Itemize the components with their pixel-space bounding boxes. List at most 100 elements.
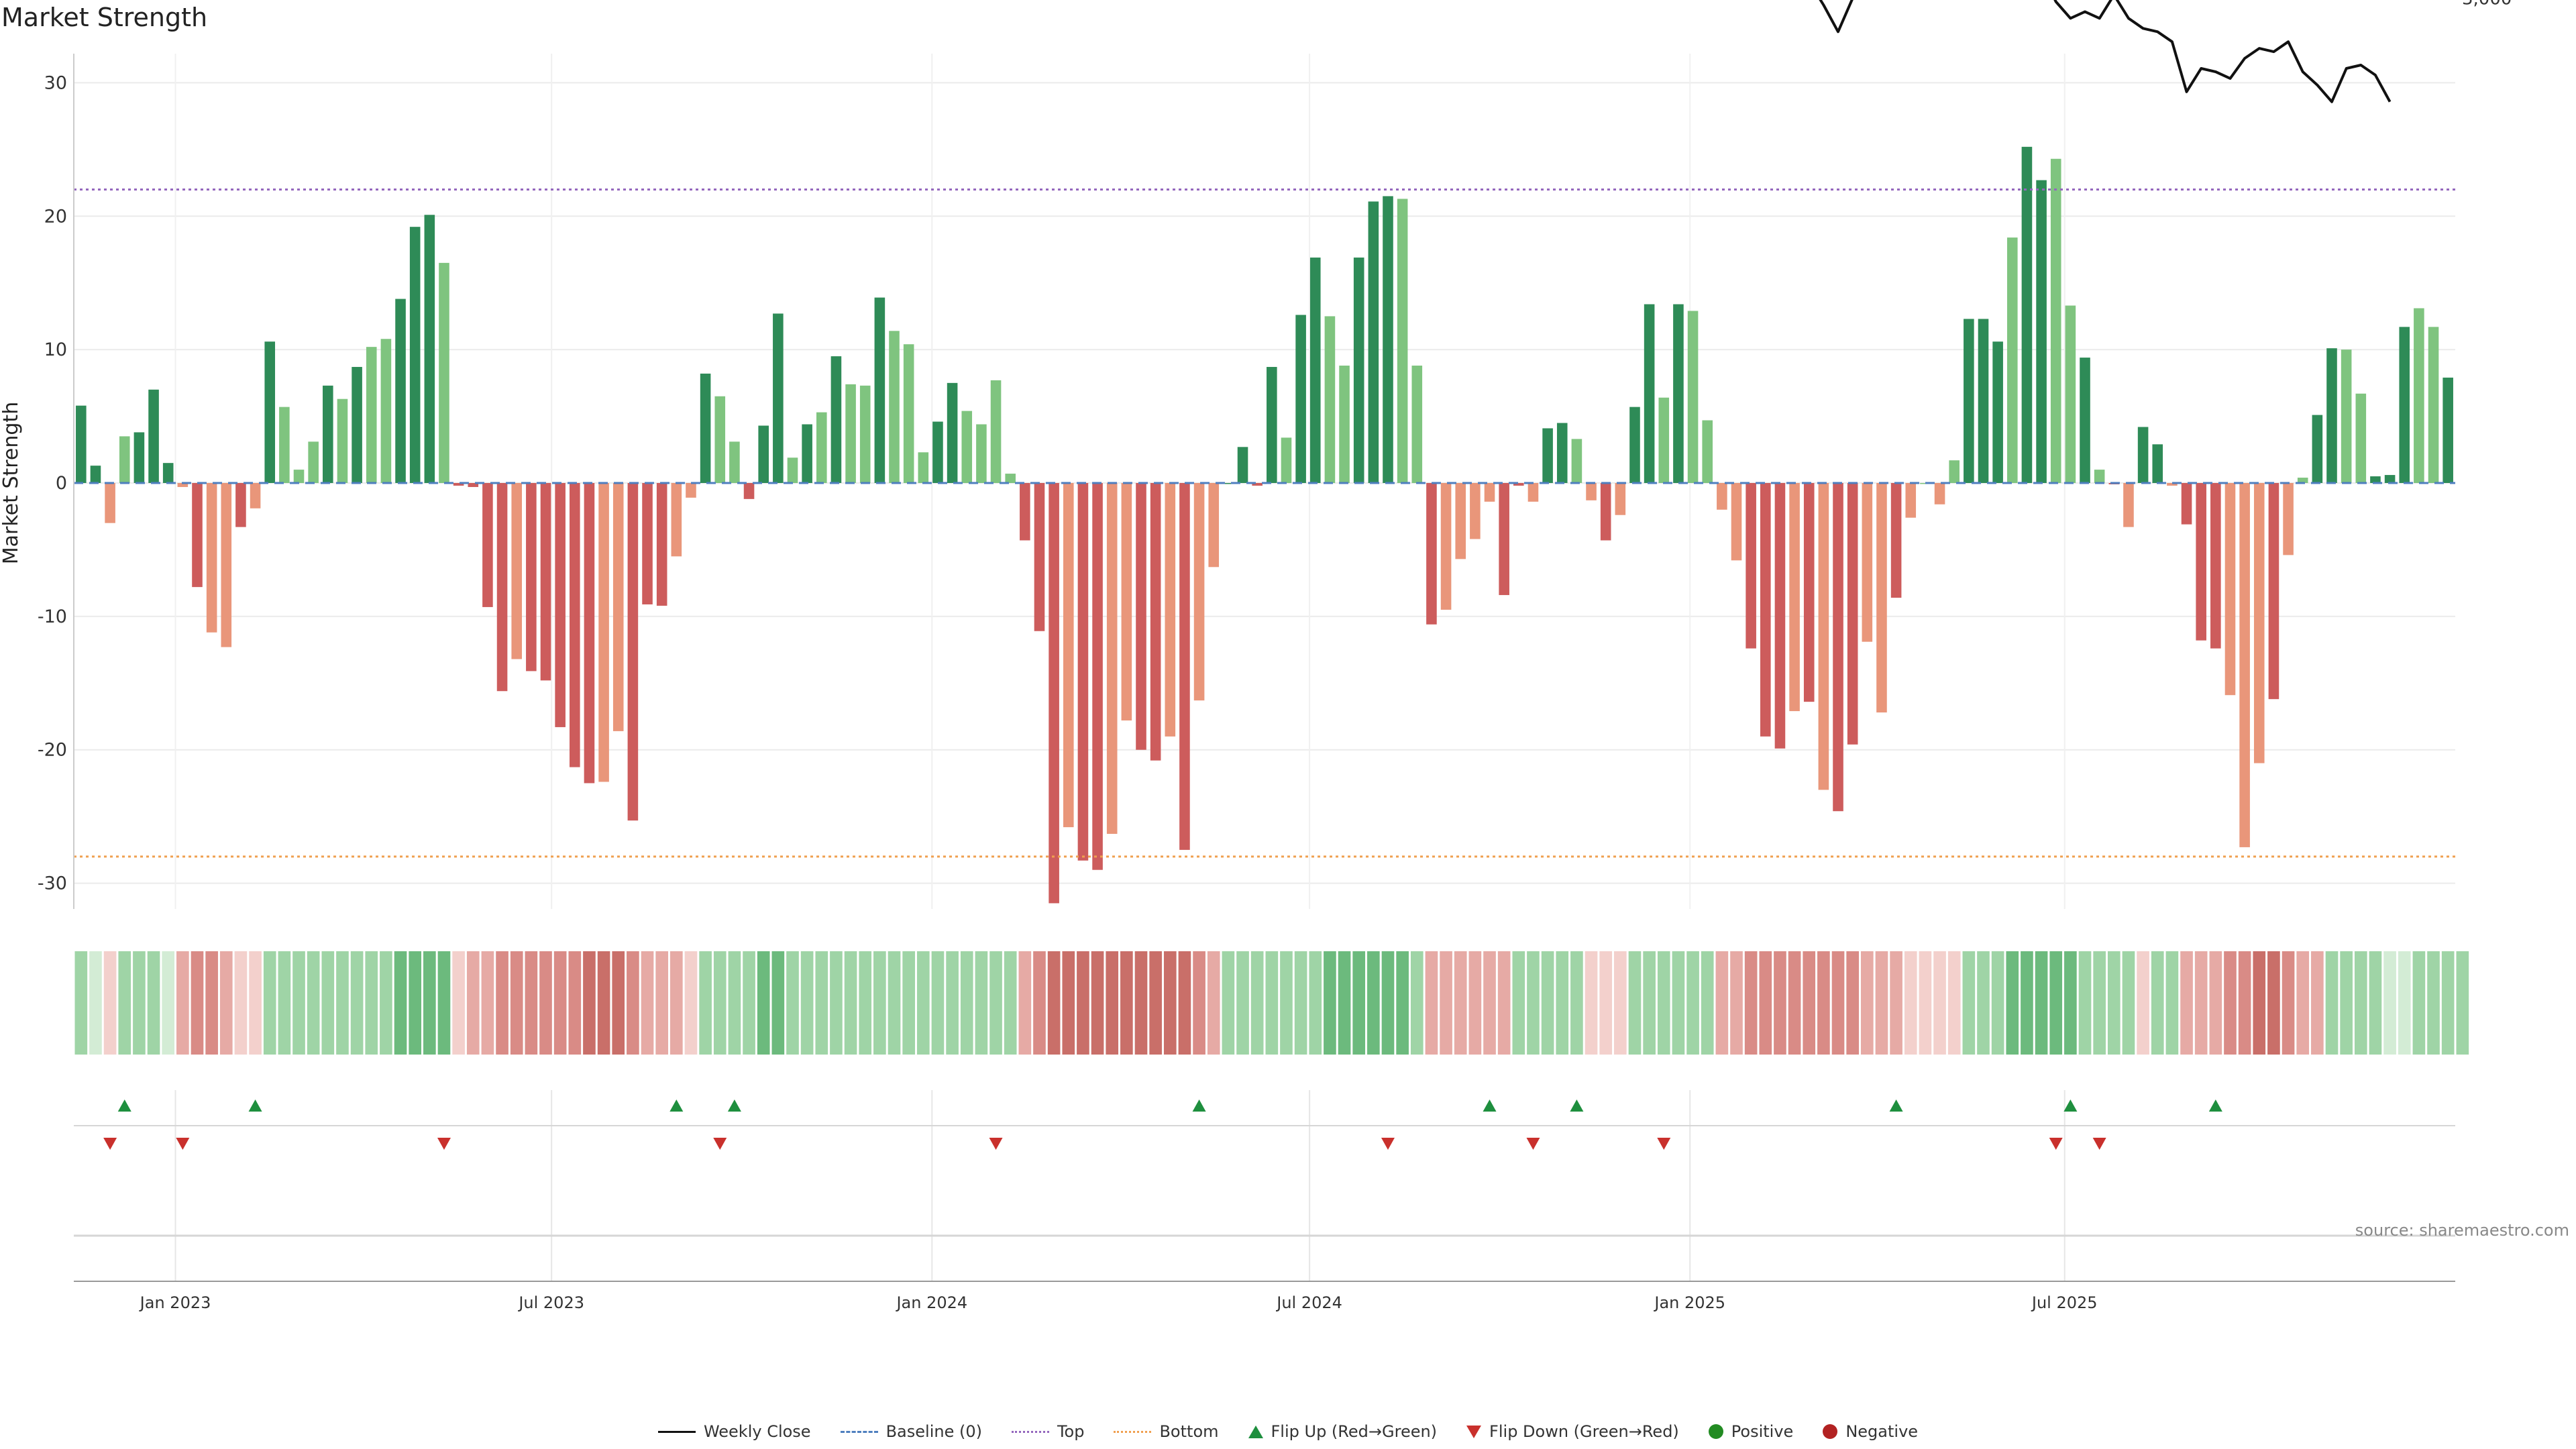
heat-cell (234, 951, 248, 1055)
strength-bar (570, 483, 580, 767)
strength-bar (1165, 483, 1176, 737)
y-tick-label: 0 (56, 473, 67, 494)
heat-cell (1643, 951, 1656, 1055)
legend-item: Bottom (1114, 1422, 1219, 1441)
heat-cell (1628, 951, 1642, 1055)
strength-bar (2181, 483, 2192, 525)
strength-bar (1034, 483, 1045, 631)
strength-bar (1049, 483, 1059, 904)
legend-item: Weekly Close (657, 1422, 811, 1441)
strength-bar (206, 483, 217, 633)
strength-bar (2021, 146, 2033, 483)
heat-cell (1396, 951, 1409, 1055)
heat-cell (1570, 951, 1583, 1055)
strength-bar (2210, 483, 2221, 649)
heat-cell (1744, 951, 1758, 1055)
heat-cell (1585, 951, 1598, 1055)
strength-bar (1890, 483, 1902, 598)
legend-label: Baseline (0) (885, 1422, 982, 1441)
heat-cell (2093, 951, 2106, 1055)
strength-bar (2370, 476, 2381, 483)
strength-bar (1513, 483, 1524, 486)
strength-bar (1789, 483, 1800, 712)
strength-bar (802, 424, 812, 483)
heat-cell (292, 951, 305, 1055)
strength-bar (2036, 180, 2047, 483)
legend-item: Top (1011, 1422, 1084, 1441)
legend-swatch (1248, 1425, 1263, 1438)
chart-title: Market Strength (1, 3, 208, 32)
strength-bar (874, 297, 885, 483)
strength-bar (511, 483, 523, 659)
heat-cell (1178, 951, 1191, 1055)
strength-bar (177, 483, 189, 487)
heat-cell (2253, 951, 2266, 1055)
heat-cell (2137, 951, 2149, 1055)
heat-cell (888, 951, 901, 1055)
strength-bar (671, 483, 682, 557)
strength-bar (250, 483, 261, 508)
flip-markers (103, 1099, 2222, 1150)
heat-cell (1265, 951, 1279, 1055)
flip-down-marker (176, 1138, 190, 1150)
heat-cell (1875, 951, 1888, 1055)
heat-cell (1759, 951, 1772, 1055)
strength-bar (584, 483, 595, 784)
heat-cell (510, 951, 523, 1055)
heat-cell (1120, 951, 1133, 1055)
heat-cell (1004, 951, 1017, 1055)
heat-cell (452, 951, 465, 1055)
heat-cell (2165, 951, 2179, 1055)
heat-cell (1149, 951, 1162, 1055)
strength-bar (1586, 483, 1597, 500)
strength-bar (366, 347, 377, 483)
flip-down-marker (1381, 1138, 1395, 1150)
strength-bar (627, 483, 639, 821)
strength-bar (990, 380, 1002, 483)
flip-up-marker (1483, 1099, 1497, 1112)
heat-cell (2296, 951, 2310, 1055)
strength-bar (918, 452, 929, 483)
heat-cell (176, 951, 189, 1055)
heat-cell (2340, 951, 2353, 1055)
heat-cell (989, 951, 1002, 1055)
heat-cell (2006, 951, 2019, 1055)
heat-cell (1788, 951, 1801, 1055)
heat-cell (74, 951, 88, 1055)
heat-cell (670, 951, 683, 1055)
heat-cell (1280, 951, 1293, 1055)
legend-swatch (1011, 1430, 1049, 1433)
strength-bar (787, 458, 798, 483)
heat-cell (583, 951, 596, 1055)
strength-bar (859, 385, 871, 483)
heat-cell (1367, 951, 1380, 1055)
legend-label: Negative (1845, 1422, 1919, 1441)
heat-cell (713, 951, 727, 1055)
y-tick-label: -10 (38, 606, 67, 627)
heat-cell (2209, 951, 2222, 1055)
heat-cell (1831, 951, 1845, 1055)
heat-cell (1468, 951, 1482, 1055)
strength-bar (323, 385, 333, 483)
strength-bar (2253, 483, 2265, 763)
heat-cell (1033, 951, 1046, 1055)
strength-bar (1339, 365, 1350, 483)
strength-bar (1803, 483, 1815, 702)
heat-cell (684, 951, 698, 1055)
weekly-close-series (1819, 0, 2392, 103)
heat-cell (1846, 951, 1859, 1055)
strength-bar (1600, 483, 1611, 541)
strength-bar (221, 483, 232, 647)
strength-bar (162, 463, 174, 483)
strength-bar (1309, 257, 1321, 483)
strength-bar (1208, 483, 1220, 568)
flip-down-marker (989, 1138, 1003, 1150)
x-tick-label: Jul 2024 (1275, 1293, 1342, 1312)
heat-cell (336, 951, 349, 1055)
heat-cell (89, 951, 102, 1055)
strength-bar (1934, 483, 1945, 504)
heat-cell (2325, 951, 2339, 1055)
strength-bar (1542, 428, 1553, 483)
strength-bar (1687, 311, 1699, 483)
strength-heat-strip (74, 951, 2469, 1055)
